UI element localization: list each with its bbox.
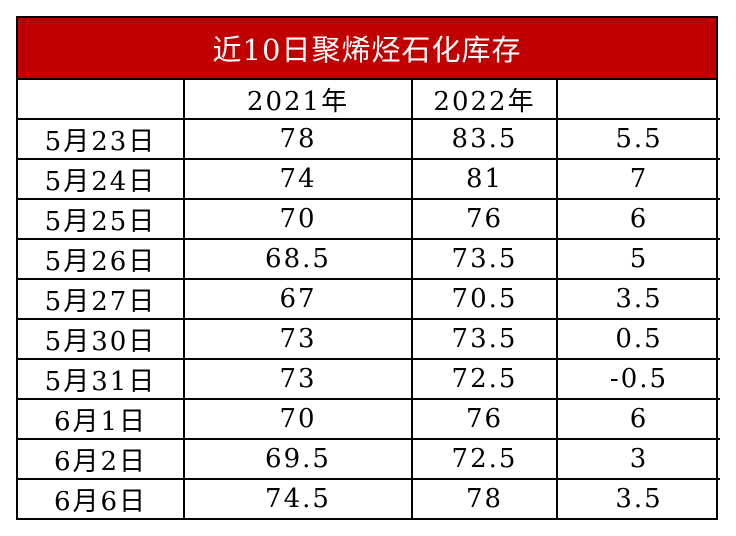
value-2021-cell: 69.5 (183, 438, 413, 480)
header-cell-2022: 2022年 (411, 80, 558, 120)
value-2022-cell: 72.5 (411, 358, 558, 400)
value-2021-cell: 67 (183, 278, 413, 320)
table-row: 5月23日 78 83.5 5.5 (18, 118, 720, 160)
difference-cell: 5.5 (556, 118, 720, 160)
inventory-table-sheet: 近10日聚烯烃石化库存 2021年 2022年 5月23日 78 83.5 5.5 5月… (16, 16, 720, 520)
value-2021-cell: 74 (183, 158, 413, 200)
date-cell: 5月25日 (18, 198, 185, 240)
value-2022-cell: 81 (411, 158, 558, 200)
difference-cell: 7 (556, 158, 720, 200)
difference-cell: 3.5 (556, 278, 720, 320)
header-cell-2021: 2021年 (183, 80, 413, 120)
table-row: 6月6日 74.5 78 3.5 (18, 478, 720, 518)
date-cell: 6月2日 (18, 438, 185, 480)
value-2022-cell: 73.5 (411, 318, 558, 360)
value-2021-cell: 78 (183, 118, 413, 160)
table-row: 5月26日 68.5 73.5 5 (18, 238, 720, 280)
value-2022-cell: 70.5 (411, 278, 558, 320)
inventory-table: 2021年 2022年 5月23日 78 83.5 5.5 5月24日 74 81 7 5月25… (18, 80, 720, 518)
value-2022-cell: 83.5 (411, 118, 558, 160)
header-cell-diff (556, 80, 720, 120)
date-cell: 6月6日 (18, 478, 185, 518)
value-2021-cell: 73 (183, 318, 413, 360)
date-cell: 5月27日 (18, 278, 185, 320)
table-row: 6月1日 70 76 6 (18, 398, 720, 440)
value-2021-cell: 68.5 (183, 238, 413, 280)
difference-cell: 6 (556, 198, 720, 240)
difference-cell: 6 (556, 398, 720, 440)
date-cell: 5月31日 (18, 358, 185, 400)
date-cell: 5月26日 (18, 238, 185, 280)
difference-cell: 3 (556, 438, 720, 480)
header-cell-date (18, 80, 185, 120)
value-2022-cell: 73.5 (411, 238, 558, 280)
table-row: 5月24日 74 81 7 (18, 158, 720, 200)
date-cell: 5月30日 (18, 318, 185, 360)
value-2022-cell: 78 (411, 478, 558, 518)
date-cell: 5月24日 (18, 158, 185, 200)
table-row: 5月31日 73 72.5 -0.5 (18, 358, 720, 400)
table-row: 6月2日 69.5 72.5 3 (18, 438, 720, 480)
value-2021-cell: 70 (183, 198, 413, 240)
value-2022-cell: 76 (411, 398, 558, 440)
table-row: 5月30日 73 73.5 0.5 (18, 318, 720, 360)
value-2022-cell: 76 (411, 198, 558, 240)
value-2021-cell: 73 (183, 358, 413, 400)
value-2021-cell: 70 (183, 398, 413, 440)
difference-cell: 5 (556, 238, 720, 280)
table-title: 近10日聚烯烃石化库存 (18, 18, 716, 80)
value-2022-cell: 72.5 (411, 438, 558, 480)
date-cell: 5月23日 (18, 118, 185, 160)
date-cell: 6月1日 (18, 398, 185, 440)
header-row: 2021年 2022年 (18, 80, 720, 120)
difference-cell: 3.5 (556, 478, 720, 518)
value-2021-cell: 74.5 (183, 478, 413, 518)
difference-cell: 0.5 (556, 318, 720, 360)
difference-cell: -0.5 (556, 358, 720, 400)
table-row: 5月25日 70 76 6 (18, 198, 720, 240)
table-row: 5月27日 67 70.5 3.5 (18, 278, 720, 320)
